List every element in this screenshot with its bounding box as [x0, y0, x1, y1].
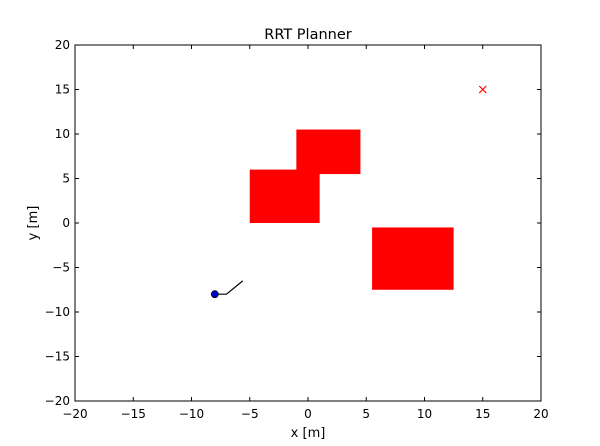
- y-tick-label: 5: [62, 172, 70, 186]
- obstacle-1: [249, 169, 320, 223]
- start-marker: [210, 290, 219, 299]
- x-tick-label: 0: [304, 407, 312, 421]
- x-tick-label: 15: [475, 407, 490, 421]
- x-tick-label: 10: [417, 407, 432, 421]
- chart-title: RRT Planner: [264, 27, 352, 43]
- obstacles-layer: [249, 129, 454, 290]
- x-tick-label: 5: [362, 407, 370, 421]
- goal-marker: [478, 85, 487, 94]
- y-tick-label: 15: [55, 83, 70, 97]
- y-axis-ticks: −20 −15 −10 −5 0 5 10 15 20: [45, 38, 541, 408]
- obstacle-2: [296, 129, 361, 175]
- x-tick-label: 20: [533, 407, 548, 421]
- y-tick-label: −20: [45, 394, 70, 408]
- x-tick-label: −5: [241, 407, 259, 421]
- y-tick-label: 20: [55, 38, 70, 52]
- x-axis-label: x [m]: [291, 426, 326, 441]
- y-tick-label: −15: [45, 350, 70, 364]
- y-tick-label: −5: [52, 261, 70, 275]
- y-tick-label: 0: [62, 216, 70, 230]
- y-axis-label: y [m]: [26, 206, 41, 241]
- x-tick-label: −20: [62, 407, 87, 421]
- x-axis-ticks: −20 −15 −10 −5 0 5 10 15 20: [62, 45, 549, 421]
- obstacle-3: [372, 227, 454, 290]
- markers-layer: [210, 85, 487, 299]
- x-tick-label: −15: [121, 407, 146, 421]
- y-tick-label: 10: [55, 127, 70, 141]
- x-tick-label: −10: [179, 407, 204, 421]
- y-tick-label: −10: [45, 305, 70, 319]
